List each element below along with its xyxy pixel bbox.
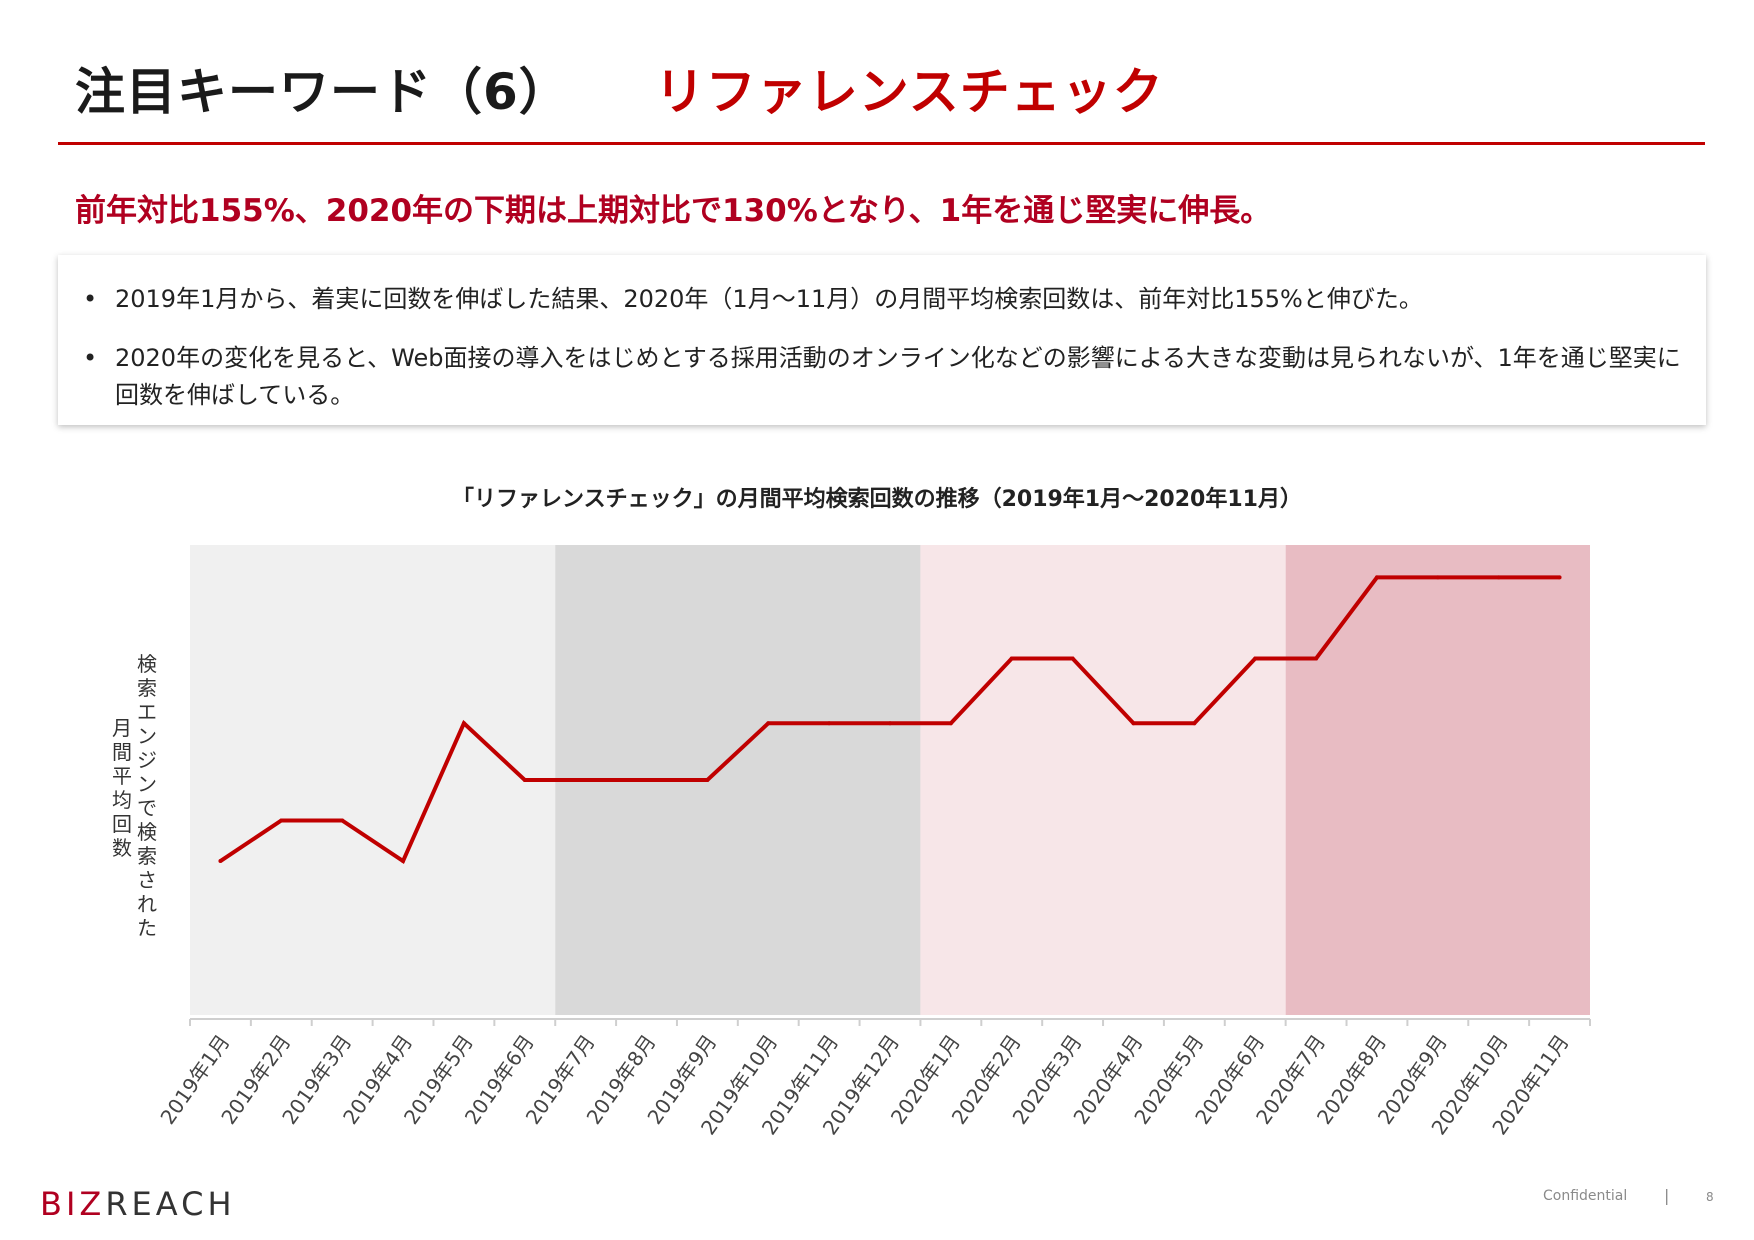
data-point xyxy=(1557,575,1562,580)
data-point xyxy=(1131,721,1136,726)
data-point xyxy=(461,721,466,726)
chart-x-axis xyxy=(189,1018,1591,1026)
bullet-marker: • xyxy=(83,344,98,372)
data-point xyxy=(948,721,953,726)
chart-ylabel-line-2: 月間平均回数 xyxy=(112,716,132,860)
page-number: 8 xyxy=(1706,1190,1714,1204)
data-point xyxy=(827,721,832,726)
data-point xyxy=(218,859,223,864)
bizreach-logo: BIZREACH xyxy=(40,1185,236,1223)
chart-title: 「リファレンスチェック」の月間平均検索回数の推移（2019年1月〜2020年11… xyxy=(452,487,1302,512)
data-point xyxy=(766,721,771,726)
logo-biz-text: BIZ xyxy=(40,1185,106,1223)
bullet-marker: • xyxy=(83,285,98,313)
summary-list: • 2019年1月から、着実に回数を伸ばした結果、2020年（1月〜11月）の月… xyxy=(73,281,1683,436)
confidential-label: Confidential xyxy=(1543,1188,1628,1204)
summary-box: • 2019年1月から、着実に回数を伸ばした結果、2020年（1月〜11月）の月… xyxy=(58,255,1706,425)
headline: 前年対比155%、2020年の下期は上期対比で130%となり、1年を通じ堅実に伸… xyxy=(75,193,1272,229)
period-band-3 xyxy=(920,545,1286,1015)
chart-ylabel-line-1: 検索エンジンで検索された xyxy=(137,652,157,940)
page-title-main: 注目キーワード（6） xyxy=(75,63,570,121)
data-point xyxy=(583,778,588,782)
summary-bullet: • 2019年1月から、着実に回数を伸ばした結果、2020年（1月〜11月）の月… xyxy=(73,281,1683,318)
data-point xyxy=(705,778,710,782)
data-point xyxy=(522,778,527,782)
period-band-1 xyxy=(190,545,556,1015)
data-point xyxy=(1192,721,1197,726)
footer-separator: | xyxy=(1664,1186,1670,1205)
chart-series xyxy=(218,575,1562,865)
data-point xyxy=(1496,575,1501,580)
chart-period-bands xyxy=(190,545,1590,1015)
page-title: 注目キーワード（6） リファレンスチェック xyxy=(75,52,1164,124)
data-point xyxy=(1435,575,1440,580)
summary-bullet: • 2020年の変化を見ると、Web面接の導入をはじめとする採用活動のオンライン… xyxy=(73,340,1683,414)
summary-bullet-text: 2019年1月から、着実に回数を伸ばした結果、2020年（1月〜11月）の月間平… xyxy=(115,285,1423,313)
data-point xyxy=(644,778,649,782)
title-divider xyxy=(58,142,1705,145)
chart-x-tick-labels: 2019年1月2019年2月2019年3月2019年4月2019年5月2019年… xyxy=(155,1030,1573,1139)
data-point xyxy=(1070,656,1075,661)
logo-reach-text: REACH xyxy=(105,1185,236,1223)
data-point xyxy=(401,859,406,864)
page-title-accent: リファレンスチェック xyxy=(654,63,1164,121)
data-point xyxy=(1253,656,1258,661)
period-band-4 xyxy=(1285,545,1590,1015)
summary-bullet-text: 2020年の変化を見ると、Web面接の導入をはじめとする採用活動のオンライン化な… xyxy=(115,344,1681,409)
data-point xyxy=(888,721,892,726)
data-point xyxy=(1374,575,1379,580)
data-point xyxy=(279,818,284,823)
data-point xyxy=(340,818,345,823)
data-point xyxy=(1314,656,1319,661)
data-point xyxy=(1009,656,1014,661)
